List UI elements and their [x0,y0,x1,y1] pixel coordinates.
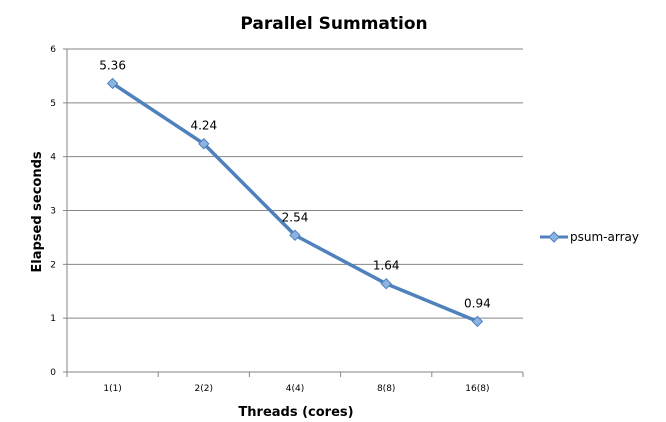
data-label: 4.24 [190,119,217,133]
data-point-marker [198,138,210,150]
data-point-marker [380,278,392,290]
data-point-marker [106,77,119,90]
y-tick-labels: 0 1 2 3 4 5 6 [50,45,56,378]
data-label: 2.54 [282,210,309,224]
y-tick-label: 2 [50,260,56,270]
x-tick-label: 2(2) [195,384,213,394]
x-tick-label: 4(4) [286,384,304,394]
y-tick-label: 3 [50,207,56,217]
y-tick-label: 1 [50,314,56,324]
legend-marker-swatch [548,231,560,243]
y-tick-label: 4 [50,153,56,163]
data-label: 5.36 [99,58,126,72]
data-point-marker [289,229,301,241]
data-labels: 5.36 4.24 2.54 1.64 0.94 [99,58,491,310]
x-tick-label: 8(8) [377,384,395,394]
legend: psum-array [540,230,639,244]
x-tick-label: 1(1) [103,384,121,394]
y-tick-label: 0 [50,368,56,378]
gridlines [67,48,523,319]
series-line [111,81,479,324]
data-point-marker [471,315,484,328]
x-tick-labels: 1(1) 2(2) 4(4) 8(8) 16(8) [103,384,489,394]
x-axis-title: Threads (cores) [238,405,353,420]
series-markers [106,77,484,328]
x-tick-label: 16(8) [465,384,489,394]
legend-label: psum-array [570,230,639,244]
data-label: 0.94 [464,296,491,310]
series-lines [111,81,479,324]
y-tick-label: 5 [50,99,56,109]
y-tick-label: 6 [50,45,56,55]
axes [63,48,524,377]
chart-title: Parallel Summation [240,14,427,34]
y-axis-title: Elapsed seconds [30,151,45,273]
data-label: 1.64 [373,259,400,273]
